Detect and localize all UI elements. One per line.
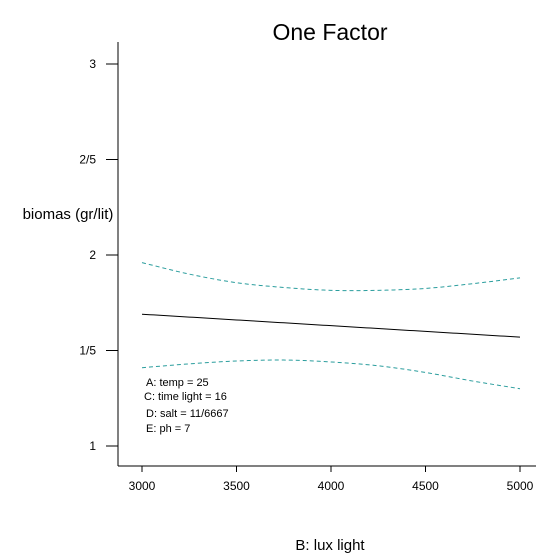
x-tick-label: 4500	[412, 479, 439, 493]
y-axis-label: biomas (gr/lit)	[23, 206, 114, 223]
factor-setting-a: A: temp = 25	[146, 377, 209, 389]
y-tick-label: 2/5	[79, 153, 96, 167]
upper-ci-line	[141, 262, 521, 292]
x-axis-label: B: lux light	[295, 537, 365, 554]
y-tick-label: 3	[89, 57, 96, 71]
chart-title: One Factor	[272, 19, 387, 45]
y-tick-label: 1	[89, 439, 96, 453]
lower-ci-line	[141, 359, 521, 390]
factor-setting-e: E: ph = 7	[146, 423, 190, 435]
factor-settings: A: temp = 25 C: time light = 16 D: salt …	[144, 377, 229, 435]
prediction-line	[141, 313, 521, 338]
y-tick-label: 1/5	[79, 344, 96, 358]
factor-setting-d: D: salt = 11/6667	[146, 408, 229, 420]
x-tick-label: 5000	[507, 479, 534, 493]
x-tick-label: 3500	[223, 479, 250, 493]
x-tick-label: 3000	[129, 479, 156, 493]
y-tick-label: 2	[89, 248, 96, 262]
x-tick-label: 4000	[318, 479, 345, 493]
factor-setting-c: C: time light = 16	[144, 391, 227, 403]
